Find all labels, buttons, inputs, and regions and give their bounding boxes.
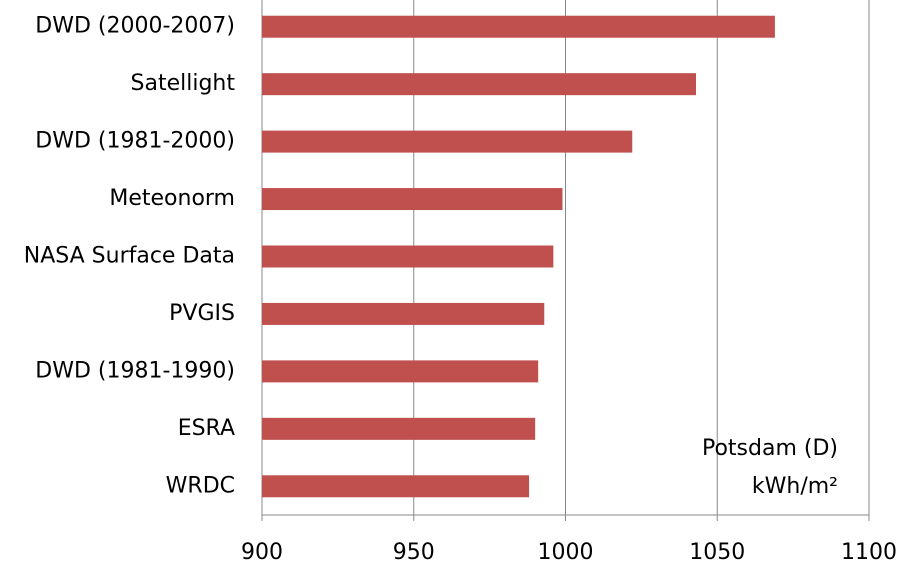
bar <box>262 15 775 38</box>
bar <box>262 417 536 440</box>
y-tick-label: NASA Surface Data <box>24 244 235 269</box>
x-tick-label: 1050 <box>689 540 745 565</box>
annotation: kWh/m² <box>752 474 838 499</box>
y-tick-label: ESRA <box>178 416 235 441</box>
bar <box>262 245 554 268</box>
y-tick-label: PVGIS <box>169 301 235 326</box>
bar <box>262 475 530 498</box>
x-tick-label: 1100 <box>841 540 897 565</box>
bar <box>262 302 545 325</box>
bar <box>262 73 697 96</box>
y-tick-label: WRDC <box>166 473 235 498</box>
x-tick-label: 900 <box>241 540 283 565</box>
y-tick-label: DWD (1981-1990) <box>35 358 235 383</box>
y-tick-label: Meteonorm <box>109 186 235 211</box>
x-tick-label: 950 <box>393 540 435 565</box>
bar <box>262 360 539 383</box>
bar <box>262 188 563 211</box>
bar <box>262 130 633 153</box>
annotation: Potsdam (D) <box>702 436 838 461</box>
y-tick-label: DWD (1981-2000) <box>35 129 235 154</box>
y-tick-label: Satellight <box>131 71 236 96</box>
y-tick-label: DWD (2000-2007) <box>35 14 235 39</box>
x-tick-label: 1000 <box>538 540 594 565</box>
